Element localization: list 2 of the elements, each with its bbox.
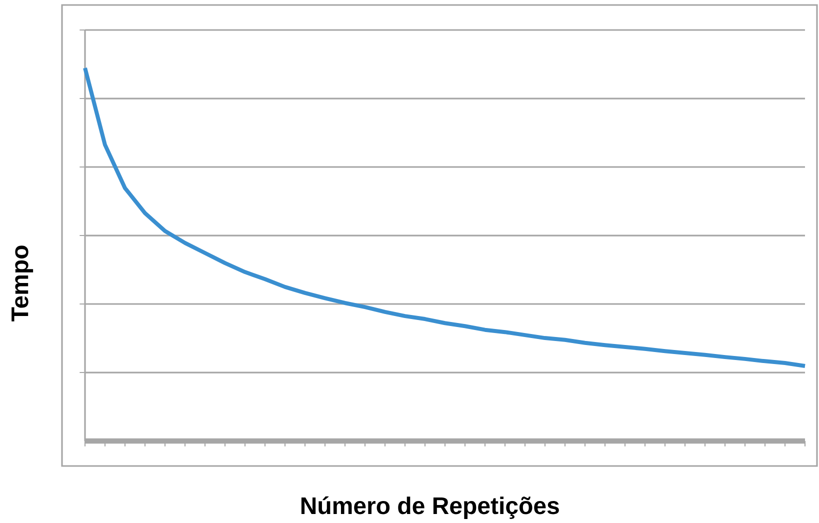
x-axis-title: Número de Repetições <box>301 496 559 519</box>
y-axis-title: Tempo <box>12 245 34 322</box>
